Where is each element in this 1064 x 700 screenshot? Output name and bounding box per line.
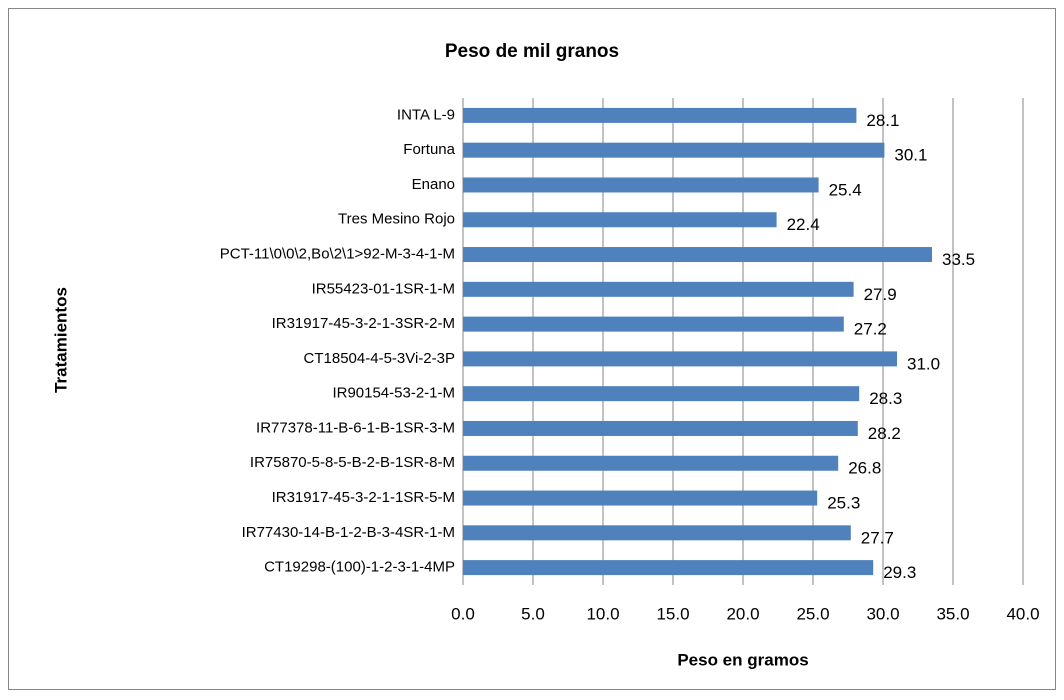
data-label: 31.0 [907, 354, 940, 373]
x-axis-label: Peso en gramos [677, 650, 808, 669]
x-tick-label: 25.0 [796, 604, 829, 623]
y-tick-label: IR31917-45-3-2-1-1SR-5-M [272, 489, 455, 506]
x-tick-label: 35.0 [936, 604, 969, 623]
data-label: 27.7 [861, 528, 894, 547]
bar [463, 455, 839, 471]
x-tick-label: 30.0 [866, 604, 899, 623]
y-tick-label: Tres Mesino Rojo [338, 211, 455, 228]
x-tick-label: 40.0 [1006, 604, 1039, 623]
data-label: 33.5 [942, 250, 975, 269]
bar [463, 351, 897, 367]
bar [463, 316, 844, 332]
y-tick-label: INTA L-9 [397, 106, 455, 123]
bar [463, 420, 858, 436]
x-tick-label: 15.0 [656, 604, 689, 623]
bar [463, 525, 851, 541]
data-label: 28.3 [869, 389, 902, 408]
chart-title: Peso de mil granos [445, 41, 619, 62]
data-label: 27.9 [864, 285, 897, 304]
bar [463, 490, 818, 506]
y-tick-label: IR75870-5-8-5-B-2-B-1SR-8-M [250, 454, 455, 471]
data-label: 25.3 [827, 494, 860, 513]
bar [463, 142, 885, 158]
bar [463, 386, 860, 402]
data-label: 26.8 [848, 459, 881, 478]
bar [463, 177, 819, 193]
y-tick-label: PCT-11\0\0\2,Bo\2\1>92-M-3-4-1-M [220, 246, 455, 263]
bar [463, 247, 932, 263]
y-tick-label: IR77430-14-B-1-2-B-3-4SR-1-M [242, 524, 455, 541]
y-tick-label: IR90154-53-2-1-M [332, 385, 455, 402]
bar [463, 560, 874, 576]
y-tick-label: IR31917-45-3-2-1-3SR-2-M [272, 315, 455, 332]
bar [463, 281, 854, 297]
x-tick-label: 10.0 [586, 604, 619, 623]
y-tick-label: CT18504-4-5-3Vi-2-3P [304, 350, 455, 367]
bar [463, 107, 857, 123]
data-label: 25.4 [829, 180, 862, 199]
y-tick-label: IR77378-11-B-6-1-B-1SR-3-M [256, 419, 455, 436]
x-tick-label: 0.0 [451, 604, 475, 623]
y-tick-label: IR55423-01-1SR-1-M [312, 280, 455, 297]
data-label: 30.1 [894, 146, 927, 165]
y-tick-label: Fortuna [403, 141, 455, 158]
data-label: 27.2 [854, 320, 887, 339]
x-tick-label: 20.0 [726, 604, 759, 623]
x-tick-label: 5.0 [521, 604, 545, 623]
y-axis-label: Tratamientos [51, 287, 70, 393]
y-tick-label: Enano [412, 176, 455, 193]
data-label: 28.1 [866, 111, 899, 130]
data-label: 22.4 [787, 215, 820, 234]
data-label: 28.2 [868, 424, 901, 443]
data-label: 29.3 [883, 563, 916, 582]
y-tick-label: CT19298-(100)-1-2-3-1-4MP [264, 559, 455, 576]
bar [463, 212, 777, 228]
